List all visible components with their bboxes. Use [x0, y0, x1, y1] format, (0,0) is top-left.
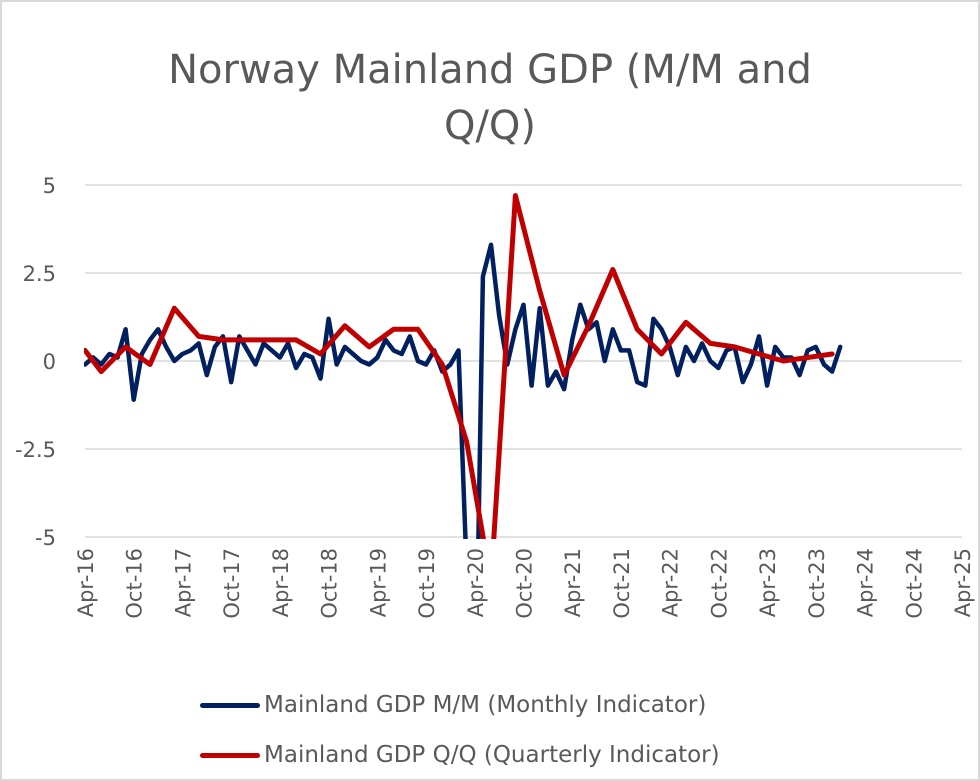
chart-title: Norway Mainland GDP (M/M and Q/Q)	[150, 42, 830, 154]
y-axis-tick-labels: 5 2.5 0 -2.5 -5	[15, 174, 56, 550]
legend-label-monthly: Mainland GDP M/M (Monthly Indicator)	[264, 692, 707, 718]
chart-title-line-2: Q/Q)	[443, 103, 537, 149]
x-tick-label: Oct-18	[318, 548, 342, 619]
x-tick-label: Oct-22	[707, 548, 731, 619]
legend-item-monthly[interactable]: Mainland GDP M/M (Monthly Indicator)	[200, 680, 720, 730]
x-tick-label: Apr-19	[366, 548, 390, 617]
x-tick-label: Oct-23	[805, 548, 829, 619]
legend-swatch-quarterly	[200, 752, 260, 758]
chart-title-line-1: Norway Mainland GDP (M/M and	[168, 47, 812, 93]
series-line-quarterly	[84, 193, 835, 539]
x-tick-label: Oct-24	[902, 548, 926, 619]
y-tick-label: 5	[43, 174, 56, 198]
series-lines	[84, 193, 843, 539]
x-tick-label: Apr-25	[951, 548, 975, 617]
x-tick-label: Oct-21	[610, 548, 634, 619]
x-tick-label: Apr-24	[854, 548, 878, 617]
legend: Mainland GDP M/M (Monthly Indicator) Mai…	[200, 680, 720, 780]
legend-label-quarterly: Mainland GDP Q/Q (Quarterly Indicator)	[264, 742, 720, 768]
x-tick-label: Apr-21	[561, 548, 585, 617]
x-tick-label: Apr-18	[269, 548, 293, 617]
x-tick-label: Apr-23	[756, 548, 780, 617]
x-tick-label: Apr-20	[464, 548, 488, 617]
x-tick-label: Oct-16	[123, 548, 147, 619]
y-tick-label: 0	[43, 350, 56, 374]
y-tick-label: 2.5	[23, 262, 56, 286]
y-tick-label: -2.5	[15, 438, 56, 462]
y-tick-label: -5	[35, 526, 56, 550]
x-tick-label: Apr-17	[171, 548, 195, 617]
x-tick-label: Oct-20	[513, 548, 537, 619]
legend-item-quarterly[interactable]: Mainland GDP Q/Q (Quarterly Indicator)	[200, 730, 720, 780]
gridlines	[85, 184, 962, 538]
series-line-monthly	[84, 242, 843, 539]
x-axis-tick-labels: Apr-16 Oct-16 Apr-17 Oct-17 Apr-18 Oct-18 Apr-…	[74, 548, 975, 619]
x-tick-label: Oct-19	[415, 548, 439, 619]
x-tick-label: Apr-16	[74, 548, 98, 617]
legend-swatch-monthly	[200, 702, 260, 708]
x-tick-label: Apr-22	[659, 548, 683, 617]
x-tick-label: Oct-17	[220, 548, 244, 619]
